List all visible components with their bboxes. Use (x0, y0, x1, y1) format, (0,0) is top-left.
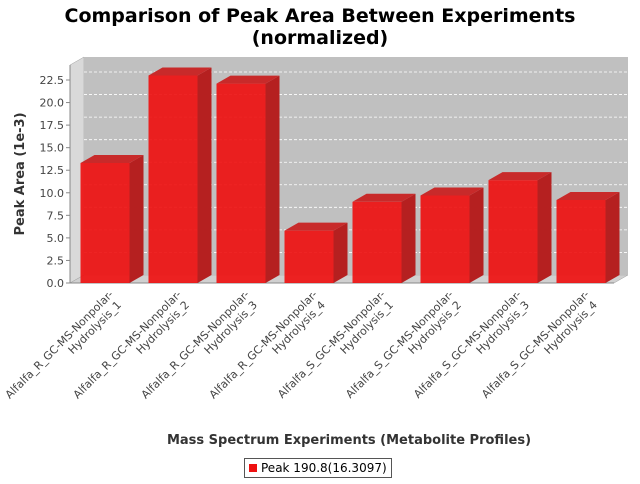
bar-side (401, 193, 416, 283)
y-tick-label: 17.5 (40, 119, 65, 132)
bar-side (333, 222, 348, 283)
x-tick-label: Alfalfa_R_GC-MS-Nonpolar-Hydrolysis_1 (3, 288, 126, 411)
bar (216, 83, 266, 283)
bar-side (537, 172, 552, 283)
bar-side (129, 155, 144, 283)
y-tick-label: 20.0 (40, 97, 65, 110)
y-tick-label: 15.0 (40, 142, 65, 155)
bar-top (284, 222, 348, 231)
y-tick-label: 5.0 (47, 232, 65, 245)
bar-top (148, 67, 212, 76)
bar-side (605, 191, 620, 283)
bar (420, 195, 470, 283)
bar (352, 201, 402, 283)
legend-swatch (249, 464, 257, 472)
bar-side (265, 75, 280, 283)
legend-label: Peak 190.8(16.3097) (261, 461, 387, 475)
y-tick-label: 0.0 (47, 277, 65, 290)
bar (488, 180, 538, 283)
chart-subtitle: (normalized) (252, 27, 389, 49)
y-tick-label: 10.0 (40, 187, 65, 200)
bar-top (80, 155, 144, 164)
bar-top (216, 75, 280, 84)
bar (148, 75, 198, 283)
bar-top (488, 172, 552, 181)
legend: Peak 190.8(16.3097) (244, 458, 392, 478)
y-tick-label: 7.5 (47, 209, 65, 222)
y-tick-label: 2.5 (47, 254, 65, 267)
bar-top (556, 191, 620, 200)
y-axis-label: Peak Area (1e-3) (13, 112, 28, 235)
bar-side (469, 187, 484, 283)
x-axis-label: Mass Spectrum Experiments (Metabolite Pr… (167, 433, 531, 448)
y-tick-label: 12.5 (40, 164, 65, 177)
bar (284, 230, 334, 283)
bar (80, 163, 130, 283)
bar-top (420, 187, 484, 196)
y-tick-label: 22.5 (40, 74, 65, 87)
bar (556, 199, 606, 283)
bar-side (197, 67, 212, 283)
bar-top (352, 193, 416, 202)
chart-title: Comparison of Peak Area Between Experime… (65, 5, 576, 27)
